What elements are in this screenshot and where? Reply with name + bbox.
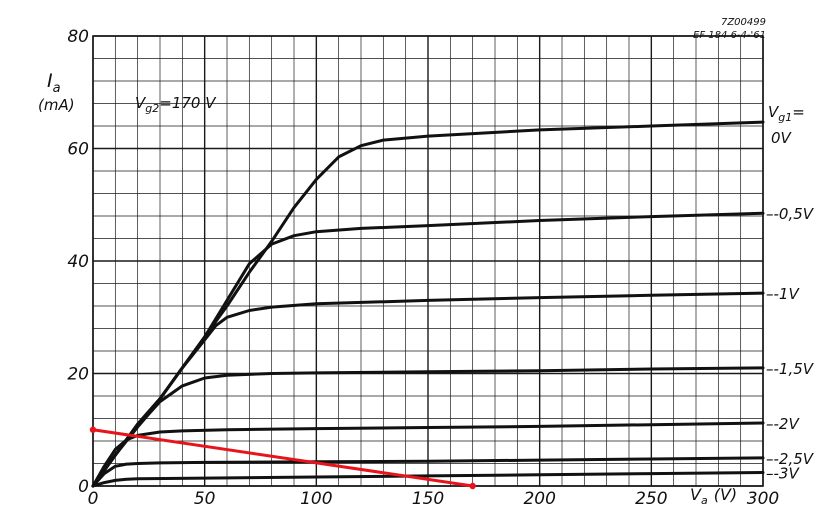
load-line-group <box>89 426 476 490</box>
y-tick-label: 40 <box>67 252 89 272</box>
vg1-suffix: = <box>792 103 805 121</box>
x-tick-label: 300 <box>747 489 779 509</box>
vg1-subscript: g1 <box>778 111 792 124</box>
series-label-0: 0V <box>771 129 793 147</box>
series-label-1: –-0,5V <box>766 205 815 223</box>
reference-date: EF 184 6-4-'61 <box>693 30 766 41</box>
series-line-5 <box>91 456 765 488</box>
x-tick-label: 0 <box>88 489 99 509</box>
x-axis-subscript: a <box>701 494 708 507</box>
x-tick-label: 50 <box>194 489 216 509</box>
vg1-main: V <box>768 103 780 121</box>
series-label-6: –-3V <box>766 465 800 483</box>
series-group: 0V –-0,5V –-1V –-1,5V –-2V –-2,5V–-3V <box>91 120 815 488</box>
load-line-point-0 <box>89 426 97 433</box>
y-axis-label: Ia <box>47 70 61 96</box>
vg2-value: =170 V <box>159 94 217 112</box>
vg2-main: V <box>135 94 147 112</box>
load-line <box>92 428 473 488</box>
x-tick-label: 200 <box>523 489 555 509</box>
y-axis-symbol: I <box>47 70 53 92</box>
x-tick-label: 100 <box>300 489 332 509</box>
tick-labels: 0 50 100 150 200 250 300 0 20 40 60 80 <box>67 27 779 509</box>
x-axis-unit: (V) <box>714 485 737 504</box>
vg2-subscript: g2 <box>145 102 159 115</box>
series-line-6 <box>91 471 765 488</box>
x-tick-label: 150 <box>412 489 444 509</box>
y-axis-subscript: a <box>53 81 61 96</box>
reference-id: 7Z00499 <box>721 17 766 28</box>
series-label-5: –-2,5V <box>766 450 815 468</box>
plot-frame <box>92 35 764 487</box>
y-tick-label: 80 <box>67 27 89 47</box>
series-line-3 <box>91 366 765 488</box>
series-line-4 <box>91 421 765 488</box>
series-label-2: –-1V <box>766 285 800 303</box>
vg1-legend-header: Vg1= <box>768 103 805 124</box>
vg2-annotation: Vg2=170 V <box>135 94 217 115</box>
y-tick-label: 20 <box>67 365 89 385</box>
x-tick-label: 250 <box>635 489 667 509</box>
y-tick-label: 60 <box>67 140 89 160</box>
x-axis-symbol: V <box>690 485 702 504</box>
grid <box>92 35 764 487</box>
x-axis-label: Va (V) <box>690 485 737 507</box>
y-axis-unit: (mA) <box>38 96 75 114</box>
series-label-4: –-2V <box>766 415 800 433</box>
series-label-3: –-1,5V <box>766 360 815 378</box>
series-line-2 <box>91 291 765 488</box>
load-line-point-1 <box>469 482 476 490</box>
y-tick-label: 0 <box>78 477 89 497</box>
